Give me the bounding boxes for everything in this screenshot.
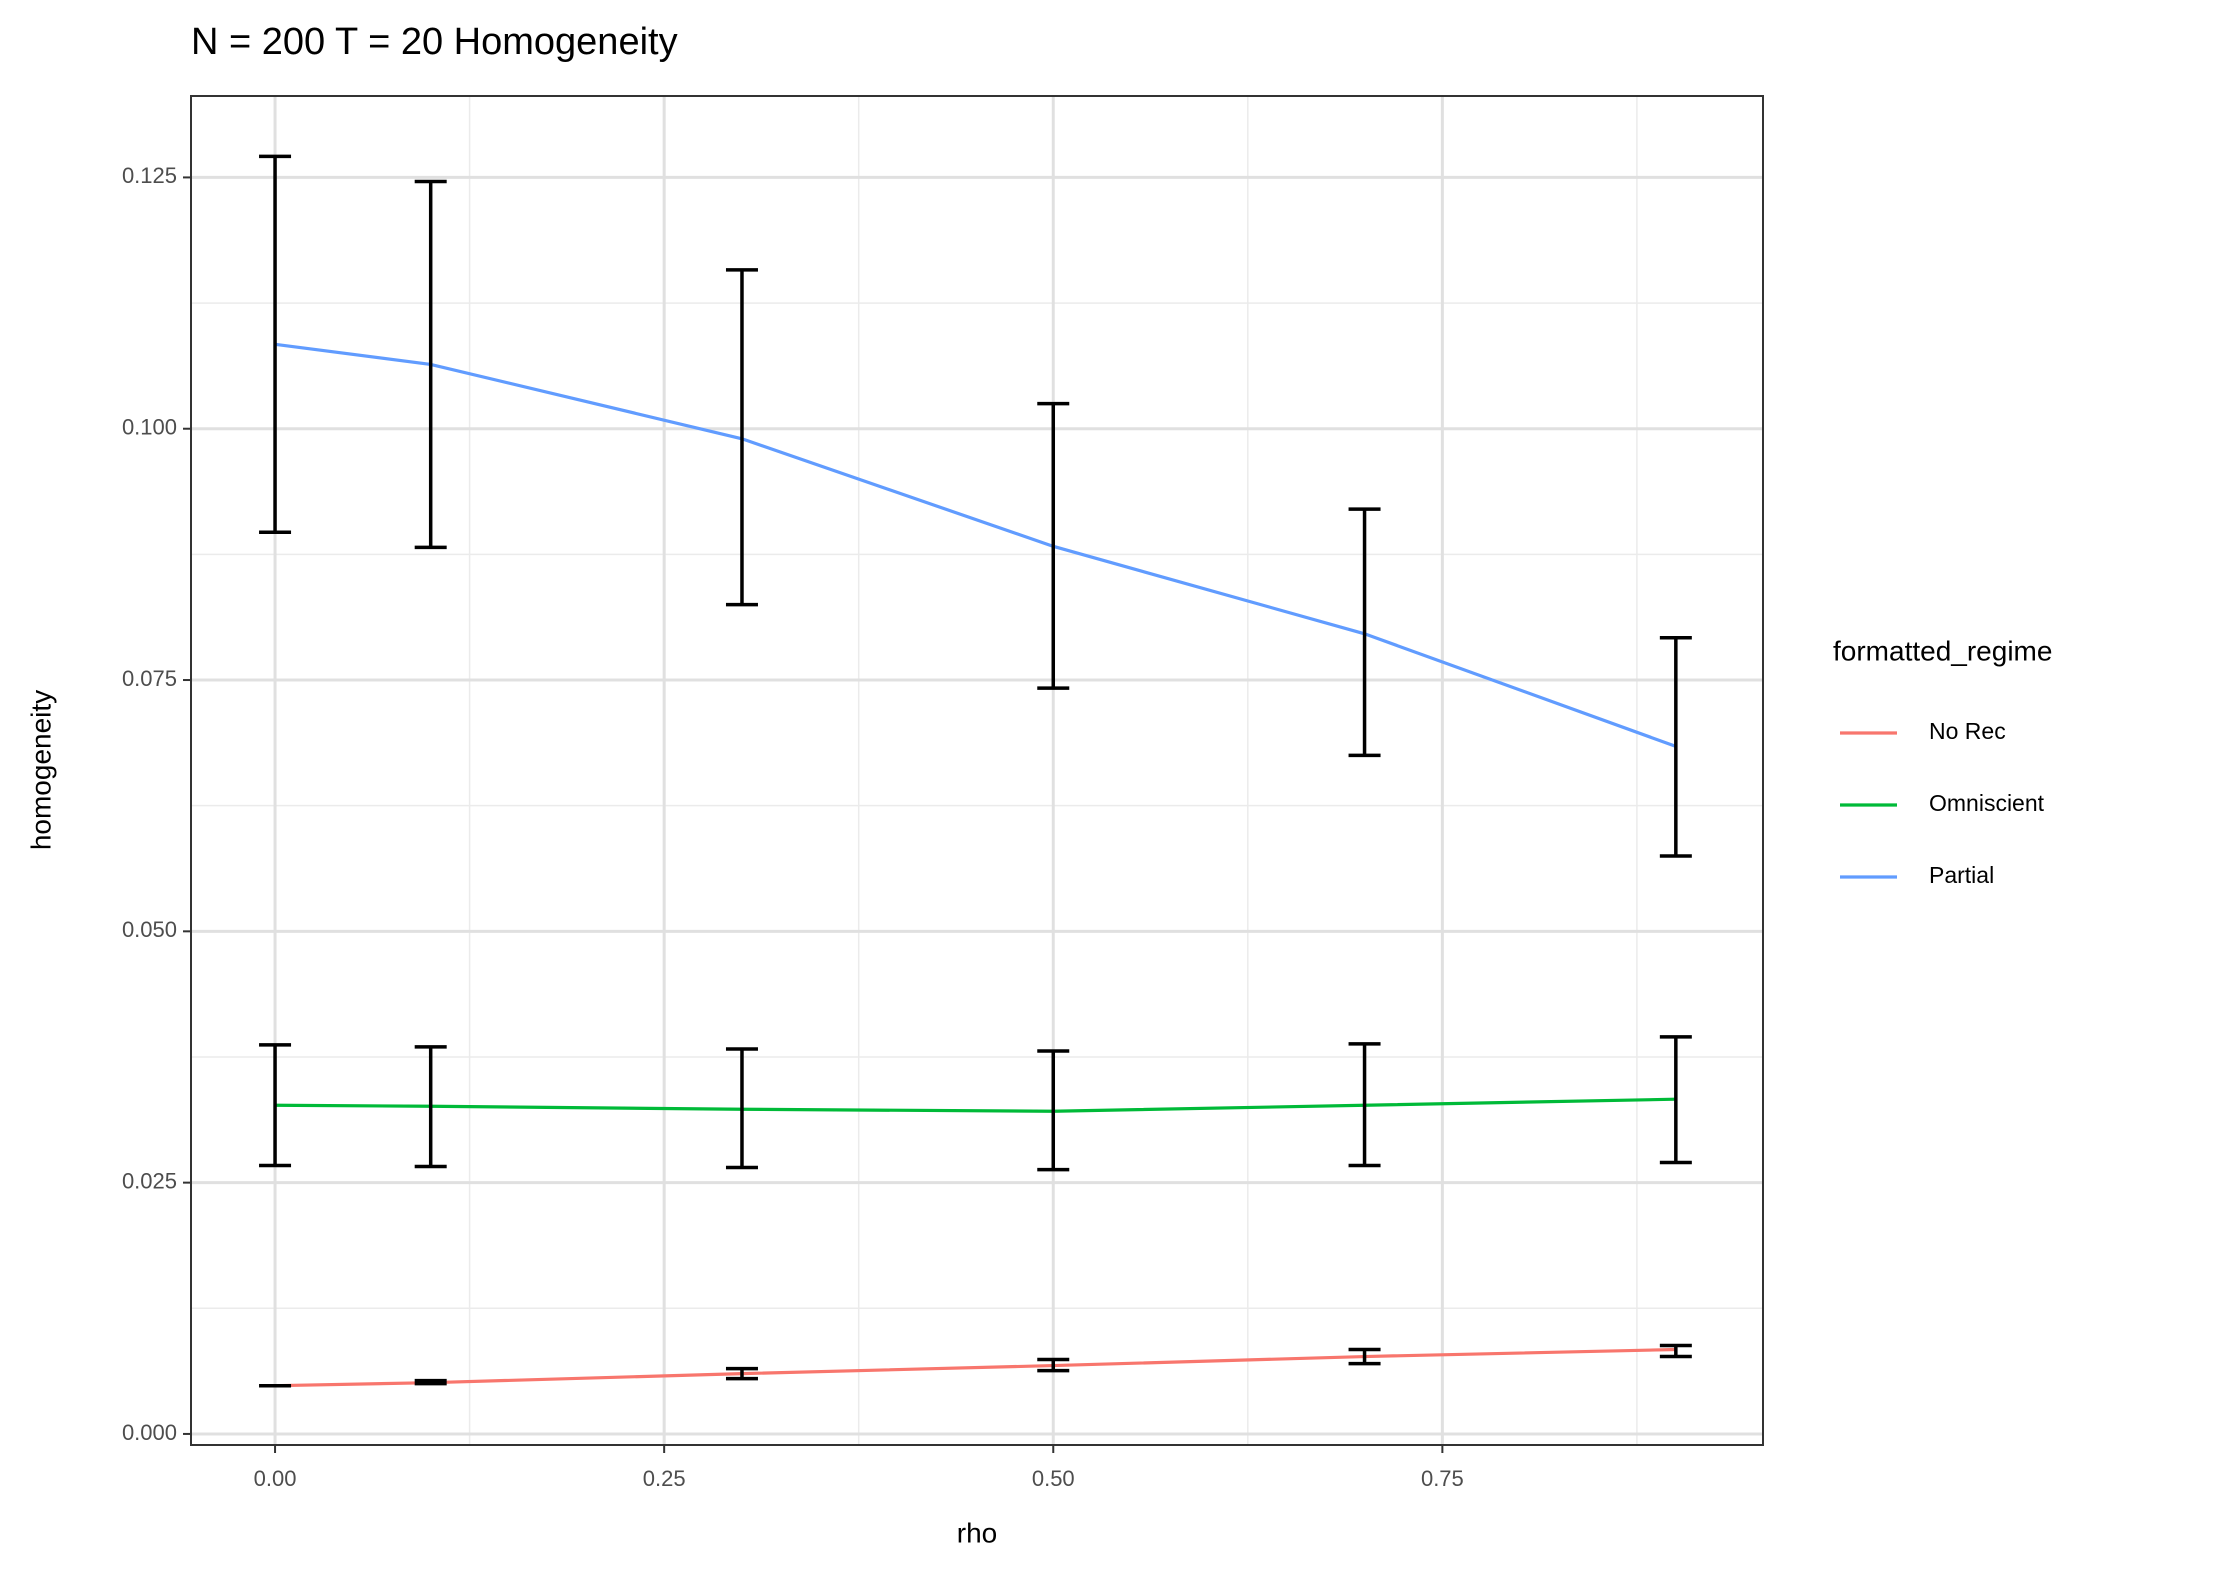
- error-bar: [725, 268, 758, 607]
- error-bar: [259, 1043, 292, 1168]
- legend-title: formatted_regime: [1833, 635, 2052, 666]
- y-tick-label: 0.000: [122, 1420, 177, 1445]
- series-line: [274, 342, 1677, 748]
- error-bar: [1037, 1049, 1070, 1172]
- x-tick-label: 0.50: [1032, 1466, 1075, 1491]
- chart-title: N = 200 T = 20 Homogeneity: [191, 21, 678, 63]
- error-bar: [414, 1045, 447, 1169]
- y-tick-label: 0.050: [122, 917, 177, 942]
- error-bar: [1659, 636, 1692, 858]
- legend-label: Omniscient: [1929, 790, 2045, 816]
- error-bar: [1037, 1357, 1070, 1373]
- error-bar: [414, 179, 447, 550]
- y-tick-label: 0.025: [122, 1168, 177, 1193]
- error-bar: [725, 1047, 758, 1170]
- x-tick-label: 0.75: [1421, 1466, 1464, 1491]
- y-tick-label: 0.125: [122, 163, 177, 188]
- error-bar: [1659, 1343, 1692, 1359]
- x-tick-label: 0.25: [643, 1466, 686, 1491]
- y-axis-title: homogeneity: [25, 690, 56, 850]
- y-tick-label: 0.100: [122, 415, 177, 440]
- series-line: [275, 1097, 1676, 1113]
- legend-label: Partial: [1929, 862, 1994, 888]
- error-bar: [1348, 1042, 1381, 1168]
- x-tick-label: 0.00: [254, 1466, 297, 1491]
- legend-label: No Rec: [1929, 718, 2006, 744]
- x-axis-title: rho: [957, 1517, 997, 1548]
- error-bar: [1659, 1035, 1692, 1165]
- error-bar: [1037, 401, 1070, 690]
- error-bar: [414, 1378, 447, 1386]
- error-bar: [1348, 507, 1381, 758]
- y-tick-label: 0.075: [122, 666, 177, 691]
- error-bar: [259, 154, 292, 535]
- plot-border: [190, 95, 1764, 1446]
- error-bar: [725, 1366, 758, 1381]
- error-bar: [1348, 1347, 1381, 1366]
- series-line: [275, 1347, 1676, 1388]
